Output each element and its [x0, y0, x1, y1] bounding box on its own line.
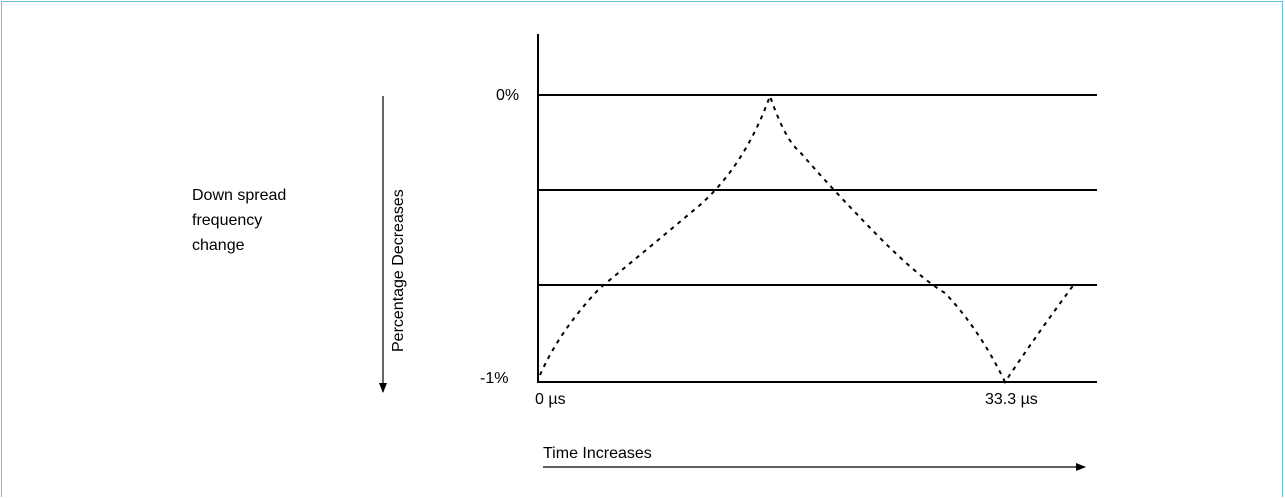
- y-label-bottom: -1%: [480, 370, 508, 387]
- caption-line-2: frequency: [192, 212, 262, 229]
- frequency-waveform: [539, 92, 1076, 385]
- caption-line-1: Down spread: [192, 187, 286, 204]
- y-arrow-label: Percentage Decreases: [390, 189, 407, 352]
- x-arrow-label: Time Increases: [543, 445, 652, 462]
- caption-line-3: change: [192, 237, 245, 254]
- y-label-top: 0%: [496, 87, 519, 104]
- x-label-start: 0 µs: [535, 391, 566, 408]
- x-label-end: 33.3 µs: [985, 391, 1038, 408]
